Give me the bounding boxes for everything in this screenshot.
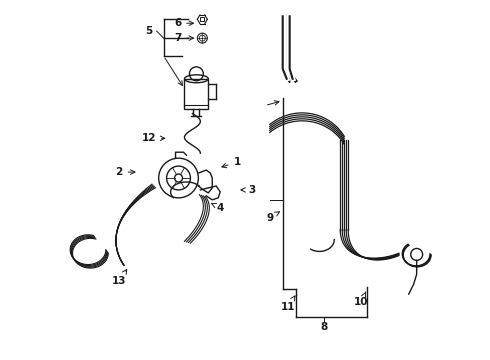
Text: 3: 3 bbox=[241, 185, 256, 195]
Text: 4: 4 bbox=[211, 203, 224, 213]
Bar bbox=[184, 79, 208, 109]
Text: 7: 7 bbox=[174, 33, 194, 43]
Text: 12: 12 bbox=[142, 133, 165, 143]
Text: 8: 8 bbox=[321, 322, 328, 332]
Text: 10: 10 bbox=[354, 292, 368, 307]
Text: 11: 11 bbox=[280, 296, 295, 312]
Bar bbox=[200, 17, 204, 21]
Text: 5: 5 bbox=[145, 26, 152, 36]
Text: 13: 13 bbox=[112, 270, 127, 286]
Text: 6: 6 bbox=[174, 18, 194, 28]
Text: 1: 1 bbox=[222, 157, 241, 168]
Text: 9: 9 bbox=[266, 212, 279, 223]
Text: 2: 2 bbox=[115, 167, 135, 177]
